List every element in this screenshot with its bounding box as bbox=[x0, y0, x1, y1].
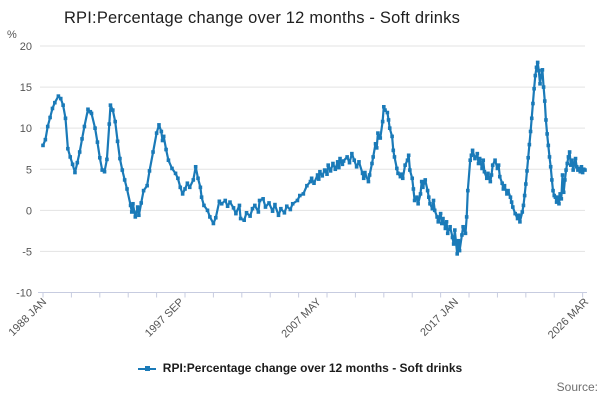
legend: RPI:Percentage change over 12 months - S… bbox=[0, 361, 600, 375]
svg-text:5: 5 bbox=[26, 164, 32, 176]
x-axis bbox=[38, 292, 587, 298]
source-label: Source: bbox=[556, 380, 598, 394]
legend-line-marker-icon bbox=[137, 364, 156, 373]
svg-text:10: 10 bbox=[20, 123, 32, 135]
svg-text:2026 MAR: 2026 MAR bbox=[546, 296, 591, 341]
svg-text:0: 0 bbox=[26, 205, 32, 217]
x-axis-labels: 1988 JAN 1997 SEP 2007 MAY 2017 JAN 2026 MAR bbox=[6, 296, 591, 342]
svg-text:2007 MAY: 2007 MAY bbox=[279, 296, 324, 341]
legend-label: RPI:Percentage change over 12 months - S… bbox=[162, 361, 463, 375]
svg-text:2017 JAN: 2017 JAN bbox=[418, 296, 461, 339]
legend-item-rpi-soft-drinks[interactable]: RPI:Percentage change over 12 months - S… bbox=[137, 361, 463, 375]
y-axis-unit-label: % bbox=[7, 29, 17, 41]
gridlines bbox=[40, 45, 585, 252]
svg-text:20: 20 bbox=[20, 41, 32, 53]
chart-title: RPI:Percentage change over 12 months - S… bbox=[63, 9, 461, 27]
svg-text:1997 SEP: 1997 SEP bbox=[143, 296, 187, 340]
svg-text:15: 15 bbox=[20, 82, 32, 94]
svg-text:1988 JAN: 1988 JAN bbox=[6, 296, 49, 339]
svg-text:-10: -10 bbox=[16, 288, 32, 300]
series-line bbox=[41, 61, 586, 255]
svg-text:-5: -5 bbox=[22, 246, 32, 258]
series-markers bbox=[41, 60, 587, 256]
y-axis-labels: 20 15 10 5 0 -5 -10 bbox=[16, 41, 32, 300]
